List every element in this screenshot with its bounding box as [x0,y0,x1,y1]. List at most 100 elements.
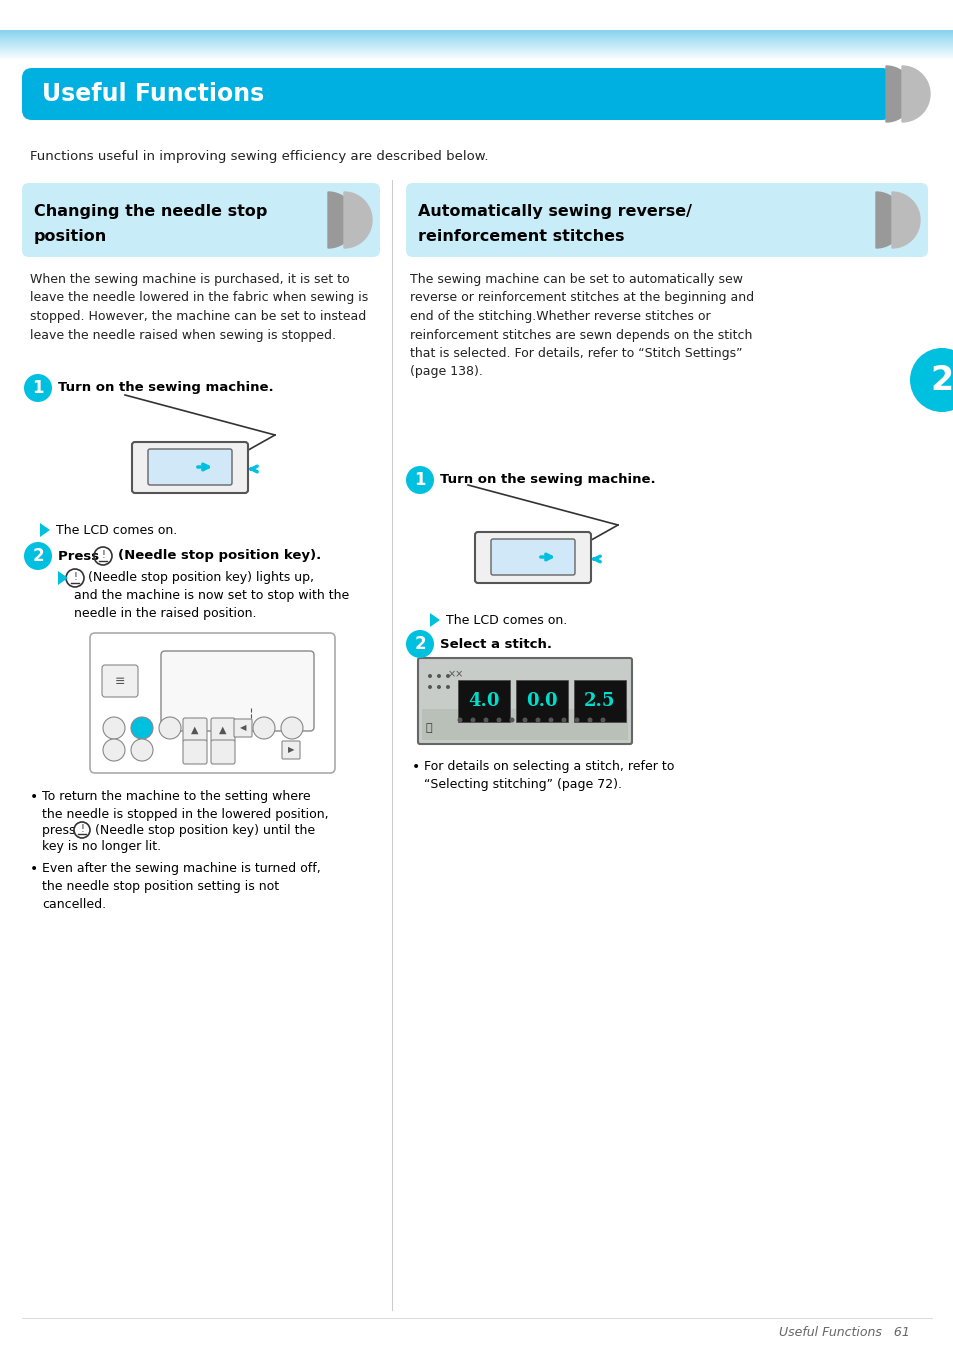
Text: Select a stitch.: Select a stitch. [439,638,552,651]
Text: Even after the sewing machine is turned off,
the needle stop position setting is: Even after the sewing machine is turned … [42,861,320,911]
Polygon shape [430,613,439,627]
Polygon shape [885,66,913,123]
FancyBboxPatch shape [22,67,891,120]
FancyBboxPatch shape [161,651,314,731]
Polygon shape [58,572,68,585]
Text: Automatically sewing reverse/: Automatically sewing reverse/ [417,204,691,218]
FancyBboxPatch shape [102,665,138,697]
Circle shape [103,739,125,762]
Text: position: position [34,229,107,244]
FancyBboxPatch shape [132,442,248,493]
Circle shape [24,542,52,570]
Text: Turn on the sewing machine.: Turn on the sewing machine. [58,381,274,395]
Polygon shape [344,191,372,248]
Circle shape [909,348,953,412]
Circle shape [599,717,605,723]
FancyBboxPatch shape [211,740,234,764]
Bar [457,679,510,723]
FancyBboxPatch shape [233,718,252,737]
Text: 2.5: 2.5 [583,692,615,710]
Circle shape [548,717,553,723]
Bar [421,709,627,740]
Polygon shape [40,523,50,537]
Circle shape [406,466,434,493]
Circle shape [574,717,578,723]
Text: and the machine is now set to stop with the: and the machine is now set to stop with … [74,589,349,603]
Text: ▲: ▲ [191,725,198,735]
Text: ▲: ▲ [219,725,227,735]
FancyBboxPatch shape [148,449,232,485]
FancyBboxPatch shape [90,634,335,772]
Circle shape [131,717,152,739]
Circle shape [281,717,303,739]
Text: !: ! [80,824,84,834]
Text: !: ! [101,550,105,559]
Text: reinforcement stitches: reinforcement stitches [417,229,624,244]
FancyBboxPatch shape [475,532,590,582]
Circle shape [535,717,540,723]
Circle shape [509,717,514,723]
Bar [516,679,567,723]
Polygon shape [328,191,355,248]
Text: To return the machine to the setting where
the needle is stopped in the lowered : To return the machine to the setting whe… [42,790,328,821]
Text: 繆: 繆 [426,723,432,733]
Text: The sewing machine can be set to automatically sew
reverse or reinforcement stit: The sewing machine can be set to automat… [410,274,753,379]
Text: When the sewing machine is purchased, it is set to
leave the needle lowered in t: When the sewing machine is purchased, it… [30,274,368,341]
Polygon shape [891,191,919,248]
Circle shape [406,630,434,658]
Text: (Needle stop position key) until the: (Needle stop position key) until the [95,824,314,837]
FancyBboxPatch shape [183,740,207,764]
Circle shape [522,717,527,723]
Circle shape [428,674,432,678]
Bar [574,679,625,723]
Text: 1: 1 [414,470,425,489]
Text: •: • [412,760,420,774]
Circle shape [436,685,440,689]
Text: 1: 1 [32,379,44,398]
Text: •: • [30,790,38,803]
Circle shape [253,717,274,739]
FancyBboxPatch shape [183,718,207,741]
Circle shape [436,674,440,678]
Polygon shape [875,191,903,248]
FancyBboxPatch shape [417,658,631,744]
Text: For details on selecting a stitch, refer to
“Selecting stitching” (page 72).: For details on selecting a stitch, refer… [423,760,674,791]
Text: Press: Press [58,550,104,562]
Text: Useful Functions   61: Useful Functions 61 [779,1326,909,1340]
Text: ≡: ≡ [114,674,125,687]
FancyBboxPatch shape [22,183,379,257]
Polygon shape [901,66,929,123]
Text: needle in the raised position.: needle in the raised position. [74,607,256,620]
Text: ××: ×× [448,669,464,679]
Text: (Needle stop position key).: (Needle stop position key). [118,550,321,562]
Text: 2: 2 [929,364,953,396]
FancyBboxPatch shape [406,183,927,257]
Circle shape [483,717,488,723]
Circle shape [561,717,566,723]
Circle shape [446,674,450,678]
Text: Useful Functions: Useful Functions [42,82,264,106]
FancyBboxPatch shape [211,718,234,741]
Circle shape [428,685,432,689]
Text: 4.0: 4.0 [468,692,499,710]
Circle shape [446,685,450,689]
Circle shape [587,717,592,723]
FancyBboxPatch shape [282,741,299,759]
Text: •: • [30,861,38,876]
Text: 0.0: 0.0 [526,692,558,710]
Circle shape [24,373,52,402]
Text: Functions useful in improving sewing efficiency are described below.: Functions useful in improving sewing eff… [30,150,488,163]
Text: The LCD comes on.: The LCD comes on. [56,523,177,537]
Circle shape [457,717,462,723]
Circle shape [131,739,152,762]
Circle shape [103,717,125,739]
Text: !: ! [73,572,77,582]
Text: 2: 2 [414,635,425,652]
Text: press: press [42,824,79,837]
Circle shape [159,717,181,739]
Text: The LCD comes on.: The LCD comes on. [446,613,567,627]
Circle shape [470,717,475,723]
Text: ▶: ▶ [288,745,294,755]
Text: (Needle stop position key) lights up,: (Needle stop position key) lights up, [88,572,314,585]
Circle shape [496,717,501,723]
